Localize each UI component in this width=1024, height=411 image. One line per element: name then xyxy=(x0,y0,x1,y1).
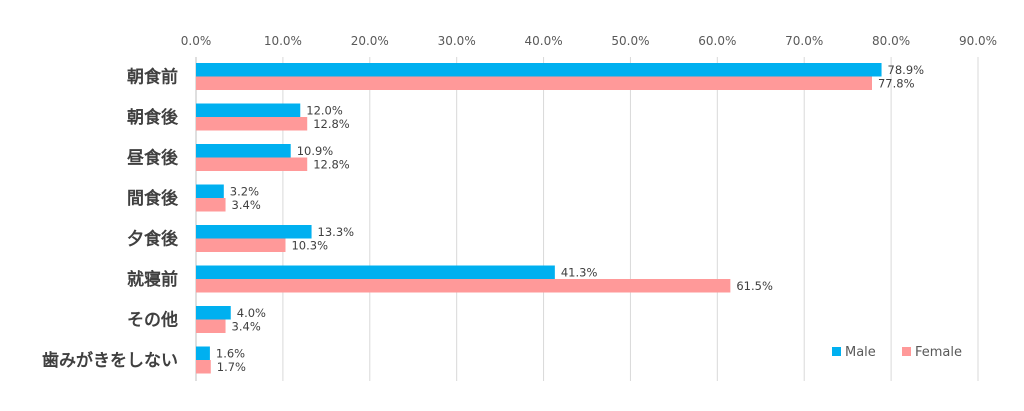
x-tick-label: 50.0% xyxy=(611,34,649,48)
data-label: 3.4% xyxy=(232,320,261,334)
x-tick-label: 40.0% xyxy=(524,34,562,48)
bar-female xyxy=(196,117,308,131)
data-label: 1.6% xyxy=(216,347,245,361)
bar-female xyxy=(196,360,211,374)
data-label: 10.3% xyxy=(291,239,328,253)
bar-female xyxy=(196,238,286,252)
data-label: 3.2% xyxy=(230,185,259,199)
bar-male xyxy=(196,346,210,360)
data-label: 77.8% xyxy=(878,77,915,91)
data-label: 41.3% xyxy=(561,266,598,280)
data-label: 3.4% xyxy=(232,198,261,212)
data-label: 12.8% xyxy=(313,158,350,172)
bar-male xyxy=(196,144,291,158)
data-label: 10.9% xyxy=(297,144,334,158)
data-label: 13.3% xyxy=(318,225,355,239)
data-label: 12.8% xyxy=(313,117,350,131)
category-label: 就寝前 xyxy=(127,269,178,290)
x-tick-label: 90.0% xyxy=(959,34,997,48)
bar-male xyxy=(196,63,882,77)
legend-swatch xyxy=(902,347,911,356)
bar-male xyxy=(196,184,224,198)
category-label: 夕食後 xyxy=(127,229,179,250)
x-axis-ticks: 0.0% 10.0% 20.0% 30.0% 40.0% 50.0% 60.0% 70.0% 8… xyxy=(181,34,997,48)
x-tick-label: 80.0% xyxy=(872,34,910,48)
bar-female xyxy=(196,319,226,333)
bar-female xyxy=(196,157,308,171)
x-tick-label: 70.0% xyxy=(785,34,823,48)
bars xyxy=(196,63,882,374)
bar-male xyxy=(196,103,301,117)
x-tick-label: 10.0% xyxy=(264,34,302,48)
bar-female xyxy=(196,76,872,90)
x-tick-label: 20.0% xyxy=(351,34,389,48)
category-label: 歯みがきをしない xyxy=(42,350,178,371)
legend: Male Female xyxy=(832,345,962,360)
x-tick-label: 0.0% xyxy=(181,34,212,48)
data-label: 78.9% xyxy=(888,63,925,77)
bar-female xyxy=(196,198,226,212)
x-tick-label: 30.0% xyxy=(438,34,476,48)
data-labels: 78.9%77.8%12.0%12.8%10.9%12.8%3.2%3.4%13… xyxy=(216,63,924,374)
bar-female xyxy=(196,279,731,293)
data-label: 61.5% xyxy=(736,279,773,293)
bar-male xyxy=(196,265,555,279)
category-label: その他 xyxy=(127,310,178,331)
data-label: 4.0% xyxy=(237,306,266,320)
category-label: 朝食前 xyxy=(127,67,178,88)
data-label: 12.0% xyxy=(306,104,343,118)
legend-label: Female xyxy=(915,345,962,360)
bar-male xyxy=(196,306,231,320)
category-label: 間食後 xyxy=(127,188,179,209)
data-label: 1.7% xyxy=(217,360,246,374)
bar-male xyxy=(196,225,312,239)
category-label: 昼食後 xyxy=(127,148,179,169)
category-label: 朝食後 xyxy=(127,107,179,128)
legend-swatch xyxy=(832,347,841,356)
x-tick-label: 60.0% xyxy=(698,34,736,48)
legend-label: Male xyxy=(845,345,876,360)
